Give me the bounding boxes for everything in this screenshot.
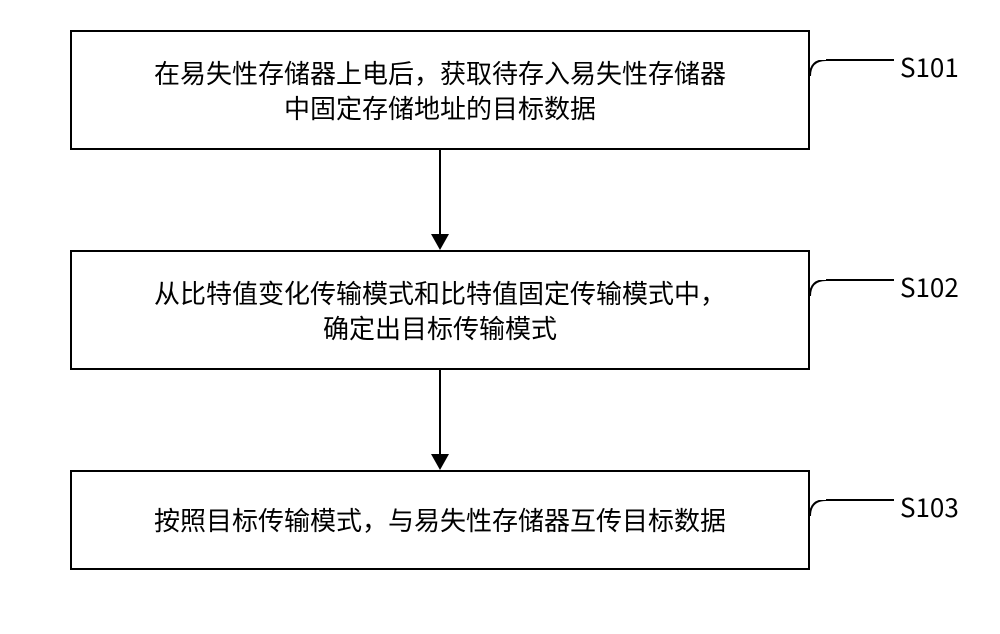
leader-curve xyxy=(810,280,826,296)
step-label-text: S103 xyxy=(900,488,959,525)
flow-step-s102: 从比特值变化传输模式和比特值固定传输模式中， 确定出目标传输模式 xyxy=(70,250,810,370)
flow-step-text: 在易失性存储器上电后，获取待存入易失性存储器 中固定存储地址的目标数据 xyxy=(154,55,726,125)
leader-line xyxy=(826,279,894,281)
flow-step-s101: 在易失性存储器上电后，获取待存入易失性存储器 中固定存储地址的目标数据 xyxy=(70,30,810,150)
leader-line xyxy=(826,499,894,501)
flow-step-s103: 按照目标传输模式，与易失性存储器互传目标数据 xyxy=(70,470,810,570)
flow-step-text: 从比特值变化传输模式和比特值固定传输模式中， 确定出目标传输模式 xyxy=(154,275,726,345)
step-label-text: S102 xyxy=(900,268,959,305)
flowchart-canvas: 在易失性存储器上电后，获取待存入易失性存储器 中固定存储地址的目标数据从比特值变… xyxy=(0,0,1000,634)
flow-step-text: 按照目标传输模式，与易失性存储器互传目标数据 xyxy=(154,502,726,537)
arrow-head-icon xyxy=(431,454,449,470)
leader-curve xyxy=(810,60,826,76)
leader-curve xyxy=(810,500,826,516)
step-label-l102: S102 xyxy=(900,268,959,305)
leader-line xyxy=(826,59,894,61)
arrow-line xyxy=(439,150,441,234)
step-label-l103: S103 xyxy=(900,488,959,525)
arrow-line xyxy=(439,370,441,454)
arrow-head-icon xyxy=(431,234,449,250)
step-label-l101: S101 xyxy=(900,48,959,85)
step-label-text: S101 xyxy=(900,48,959,85)
